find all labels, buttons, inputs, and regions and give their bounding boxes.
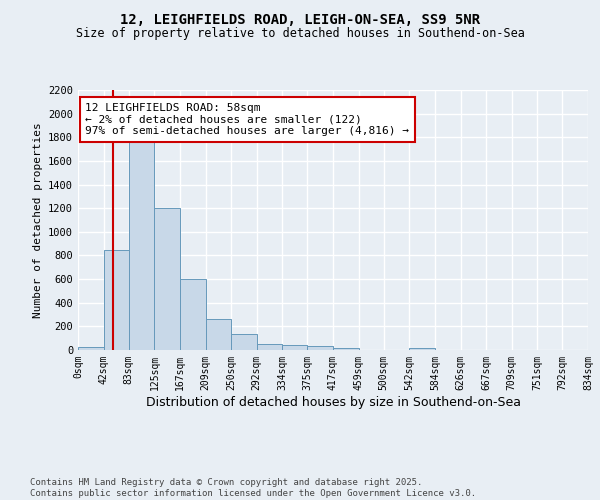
Bar	[206, 320, 231, 350]
Text: Size of property relative to detached houses in Southend-on-Sea: Size of property relative to detached ho…	[76, 28, 524, 40]
Bar	[129, 138, 154, 350]
Bar	[333, 348, 359, 350]
X-axis label: Distribution of detached houses by size in Southend-on-Sea: Distribution of detached houses by size …	[146, 396, 521, 408]
Bar	[78, 347, 104, 350]
Text: 12 LEIGHFIELDS ROAD: 58sqm
← 2% of detached houses are smaller (122)
97% of semi: 12 LEIGHFIELDS ROAD: 58sqm ← 2% of detac…	[85, 103, 409, 136]
Bar	[282, 344, 307, 350]
Bar	[154, 208, 180, 350]
Text: 12, LEIGHFIELDS ROAD, LEIGH-ON-SEA, SS9 5NR: 12, LEIGHFIELDS ROAD, LEIGH-ON-SEA, SS9 …	[120, 12, 480, 26]
Bar	[307, 346, 333, 350]
Text: Contains HM Land Registry data © Crown copyright and database right 2025.
Contai: Contains HM Land Registry data © Crown c…	[30, 478, 476, 498]
Bar	[231, 334, 257, 350]
Bar	[104, 250, 129, 350]
Bar	[257, 344, 282, 350]
Y-axis label: Number of detached properties: Number of detached properties	[32, 122, 43, 318]
Bar	[180, 279, 206, 350]
Bar	[409, 348, 435, 350]
